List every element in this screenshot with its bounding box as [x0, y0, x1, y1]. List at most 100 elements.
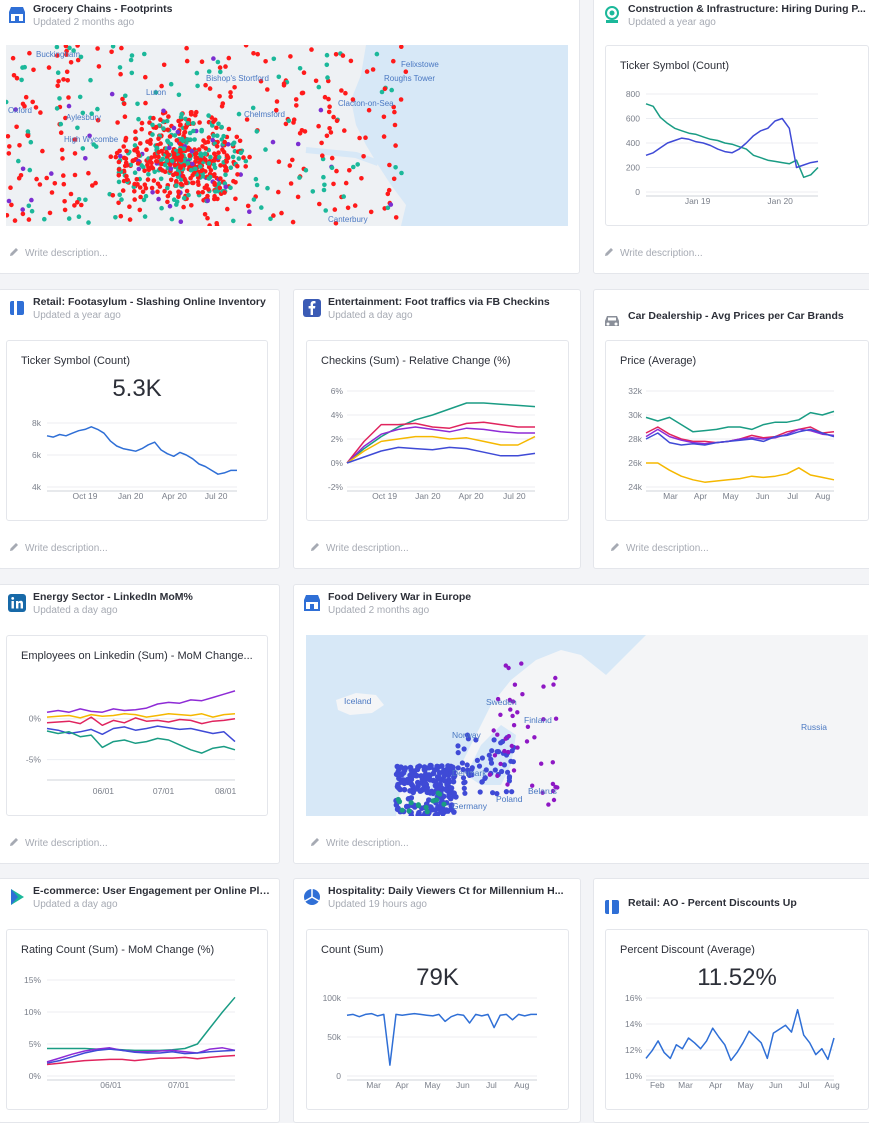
map-canvas[interactable]: Buckingham Felixstowe Roughs Tower Bishop's…	[6, 45, 568, 226]
store-marker[interactable]	[255, 51, 260, 57]
store-marker[interactable]	[59, 147, 65, 153]
store-marker[interactable]	[120, 96, 125, 102]
store-marker[interactable]	[391, 104, 397, 110]
store-marker[interactable]	[236, 156, 242, 161]
delivery-marker[interactable]	[421, 766, 428, 773]
store-marker[interactable]	[129, 70, 135, 76]
delivery-marker[interactable]	[483, 767, 489, 773]
delivery-marker[interactable]	[406, 808, 412, 814]
store-marker[interactable]	[79, 202, 84, 208]
store-marker[interactable]	[222, 190, 227, 195]
store-marker[interactable]	[276, 159, 282, 164]
store-marker[interactable]	[333, 52, 339, 57]
store-marker[interactable]	[145, 162, 150, 168]
store-marker[interactable]	[363, 135, 368, 140]
store-marker[interactable]	[199, 59, 205, 64]
store-marker[interactable]	[143, 74, 148, 80]
delivery-marker[interactable]	[498, 712, 503, 717]
store-marker[interactable]	[345, 205, 351, 211]
store-marker[interactable]	[133, 129, 138, 134]
store-marker[interactable]	[319, 140, 324, 146]
store-marker[interactable]	[194, 70, 200, 76]
store-marker[interactable]	[235, 163, 240, 169]
store-marker[interactable]	[161, 108, 166, 114]
delivery-marker[interactable]	[403, 803, 410, 810]
store-marker[interactable]	[55, 83, 60, 89]
store-marker[interactable]	[113, 154, 119, 160]
store-marker[interactable]	[30, 99, 35, 105]
line-chart[interactable]: 8k 6k 4k Oct 19 Jan 20 Apr 20 Jul 20	[7, 341, 268, 521]
delivery-marker[interactable]	[541, 684, 546, 689]
store-marker[interactable]	[67, 45, 72, 51]
store-marker[interactable]	[68, 191, 74, 197]
store-marker[interactable]	[124, 173, 129, 179]
delivery-marker[interactable]	[461, 785, 467, 791]
store-marker[interactable]	[290, 157, 295, 163]
delivery-marker[interactable]	[423, 775, 430, 781]
store-marker[interactable]	[9, 202, 14, 208]
store-marker[interactable]	[235, 172, 240, 177]
store-marker[interactable]	[159, 148, 164, 154]
store-marker[interactable]	[399, 170, 404, 176]
store-marker[interactable]	[146, 167, 152, 173]
store-marker[interactable]	[219, 124, 224, 130]
delivery-marker[interactable]	[423, 804, 429, 810]
store-marker[interactable]	[309, 47, 314, 52]
store-marker[interactable]	[221, 133, 226, 139]
store-marker[interactable]	[251, 51, 256, 56]
store-marker[interactable]	[403, 69, 409, 74]
store-marker[interactable]	[167, 145, 172, 151]
store-marker[interactable]	[215, 133, 220, 138]
delivery-marker[interactable]	[491, 737, 497, 743]
store-marker[interactable]	[25, 129, 31, 134]
store-marker[interactable]	[225, 206, 230, 212]
store-marker[interactable]	[7, 144, 12, 149]
delivery-marker[interactable]	[465, 767, 471, 773]
store-marker[interactable]	[143, 100, 148, 106]
store-marker[interactable]	[268, 216, 273, 222]
store-marker[interactable]	[167, 162, 173, 167]
store-marker[interactable]	[72, 172, 78, 178]
store-marker[interactable]	[263, 59, 268, 64]
store-marker[interactable]	[223, 168, 228, 173]
delivery-marker[interactable]	[505, 782, 510, 787]
store-marker[interactable]	[339, 88, 344, 93]
store-marker[interactable]	[149, 185, 155, 191]
store-marker[interactable]	[200, 189, 205, 195]
store-marker[interactable]	[355, 162, 361, 167]
store-marker[interactable]	[164, 158, 170, 163]
store-marker[interactable]	[172, 162, 178, 168]
store-marker[interactable]	[203, 140, 208, 145]
store-marker[interactable]	[310, 189, 316, 194]
store-marker[interactable]	[203, 82, 208, 88]
store-marker[interactable]	[182, 130, 187, 136]
store-marker[interactable]	[350, 97, 356, 102]
store-marker[interactable]	[134, 177, 140, 182]
store-marker[interactable]	[124, 177, 130, 182]
store-marker[interactable]	[254, 182, 260, 188]
store-marker[interactable]	[381, 134, 387, 139]
store-marker[interactable]	[65, 78, 70, 83]
store-marker[interactable]	[323, 208, 329, 213]
store-marker[interactable]	[116, 159, 122, 165]
store-marker[interactable]	[254, 129, 260, 134]
store-marker[interactable]	[145, 177, 151, 182]
store-marker[interactable]	[109, 91, 115, 97]
store-marker[interactable]	[343, 90, 348, 96]
store-marker[interactable]	[55, 53, 60, 58]
store-marker[interactable]	[398, 97, 404, 102]
delivery-marker[interactable]	[435, 774, 442, 780]
store-marker[interactable]	[149, 164, 154, 170]
card-title[interactable]: Retail: Footasylum - Slashing Online Inv…	[33, 296, 266, 308]
store-marker[interactable]	[160, 156, 166, 162]
store-marker[interactable]	[295, 141, 301, 147]
store-marker[interactable]	[132, 143, 138, 148]
write-description[interactable]: Write description...	[310, 837, 409, 849]
store-marker[interactable]	[214, 223, 220, 227]
line-chart[interactable]: 100k 50k 0 Mar Apr May Jun Jul Aug	[307, 930, 569, 1110]
store-marker[interactable]	[331, 114, 336, 120]
store-marker[interactable]	[158, 141, 163, 146]
delivery-marker[interactable]	[464, 732, 471, 738]
store-marker[interactable]	[222, 139, 227, 145]
store-marker[interactable]	[61, 173, 66, 178]
